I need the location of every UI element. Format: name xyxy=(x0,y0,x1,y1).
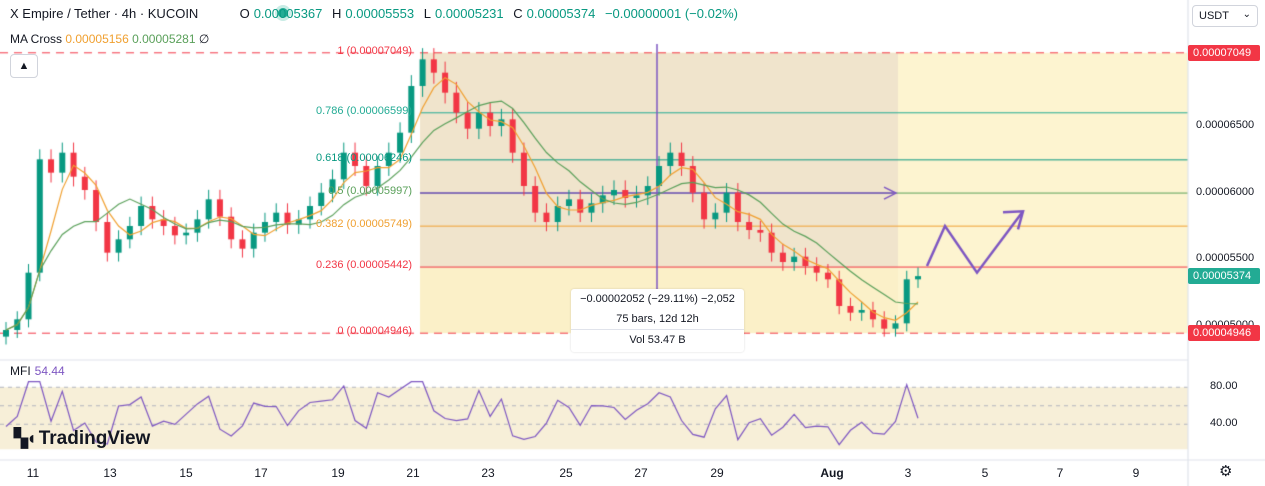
open-value: 0.00005367 xyxy=(253,6,323,21)
price-tag-top: 0.00007049 xyxy=(1188,44,1260,61)
collapse-legend-button[interactable]: ▲ xyxy=(10,54,38,78)
price-axis-label: 0.00006500 xyxy=(1196,119,1255,131)
price-axis-label: 0.00005500 xyxy=(1196,252,1255,265)
time-axis-label: 23 xyxy=(481,466,495,480)
time-axis-label: 7 xyxy=(1056,466,1064,480)
close-value: 0.00005374 xyxy=(526,6,596,21)
high-value: 0.00005553 xyxy=(345,6,415,21)
fib-level-label: 0.786 (0.00006599) xyxy=(315,104,412,117)
ma-cross-legend[interactable]: MA Cross 0.00005156 0.00005281 ∅ xyxy=(10,32,209,46)
ma-slow-value: 0.00005281 xyxy=(132,32,196,46)
market-status-icon xyxy=(278,8,288,18)
fib-level-label: 0 (0.00004946) xyxy=(337,325,412,338)
measure-bars: 75 bars, 12d 12h xyxy=(616,313,699,325)
currency-select-value: USDT xyxy=(1199,10,1229,22)
ma-extra-value: ∅ xyxy=(198,32,210,46)
mfi-legend[interactable]: MFI 54.44 xyxy=(10,364,65,378)
price-tag-last: 0.00005374 xyxy=(1188,268,1260,285)
symbol-header: X Empire / Tether · 4h · KUCOIN O 0.00005… xyxy=(10,6,738,21)
tradingview-logo[interactable]: ▚◖ TradingView xyxy=(14,428,151,449)
currency-select[interactable]: USDT ⌄ xyxy=(1192,5,1258,27)
chevron-down-icon: ⌄ xyxy=(1242,9,1251,20)
fib-level-label: 0.382 (0.00005749) xyxy=(315,218,412,231)
fib-level-label: 0.618 (0.00006246) xyxy=(315,151,412,164)
fib-level-label: 0.5 (0.00005997) xyxy=(328,185,412,198)
time-axis-label: 25 xyxy=(559,466,573,480)
mfi-value: 54.44 xyxy=(34,364,65,378)
time-axis-label: 5 xyxy=(981,466,989,480)
time-axis-label: 13 xyxy=(103,466,117,480)
fib-level-label: 1 (0.00007049) xyxy=(337,44,412,57)
measure-tooltip: −0.00002052 (−29.11%) −2,052 75 bars, 12… xyxy=(571,289,744,352)
time-axis-label: Aug xyxy=(820,466,844,480)
time-axis-label: 21 xyxy=(406,466,420,480)
time-axis-label: 29 xyxy=(710,466,724,480)
time-axis-label: 11 xyxy=(26,466,40,480)
symbol-title[interactable]: X Empire / Tether · 4h · KUCOIN xyxy=(10,6,199,21)
time-axis-label: 3 xyxy=(904,466,912,480)
time-axis-label: 15 xyxy=(179,466,193,480)
fib-level-label: 0.236 (0.00005442) xyxy=(315,259,412,272)
ma-cross-label: MA Cross xyxy=(10,32,63,46)
change-value: −0.00000001 (−0.02%) xyxy=(604,6,738,21)
time-axis-label: 9 xyxy=(1132,466,1140,480)
mfi-label: MFI xyxy=(10,364,31,378)
measure-change: −0.00002052 (−29.11%) −2,052 xyxy=(580,293,735,305)
price-axis-label: 0.00006000 xyxy=(1196,185,1255,198)
tradingview-mark-icon: ▚◖ xyxy=(14,428,37,448)
price-tag-bottom: 0.00004946 xyxy=(1188,325,1260,342)
low-value: 0.00005231 xyxy=(434,6,504,21)
time-axis-label: 17 xyxy=(254,466,268,480)
time-axis-label: 19 xyxy=(331,466,345,480)
mfi-axis-label: 80.00 xyxy=(1210,380,1238,393)
time-axis-label: 27 xyxy=(634,466,648,480)
chevron-up-icon: ▲ xyxy=(18,60,30,72)
measure-volume: Vol 53.47 B xyxy=(571,329,744,350)
mfi-axis-label: 40.00 xyxy=(1210,417,1238,430)
ma-fast-value: 0.00005156 xyxy=(65,32,129,46)
gear-icon[interactable]: ⚙ xyxy=(1219,463,1233,480)
